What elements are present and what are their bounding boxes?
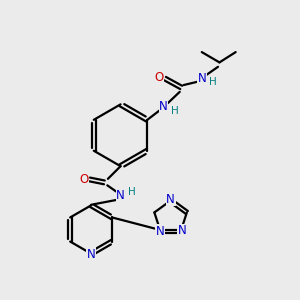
Text: H: H — [128, 187, 136, 197]
Text: N: N — [178, 224, 187, 237]
Text: N: N — [87, 248, 95, 261]
Text: N: N — [166, 193, 175, 206]
Text: N: N — [197, 72, 206, 85]
Text: H: H — [171, 106, 178, 116]
Text: O: O — [154, 70, 164, 84]
Text: H: H — [209, 77, 217, 87]
Text: N: N — [159, 100, 168, 113]
Text: N: N — [116, 189, 125, 202]
Text: O: O — [79, 173, 88, 186]
Text: N: N — [156, 225, 164, 238]
